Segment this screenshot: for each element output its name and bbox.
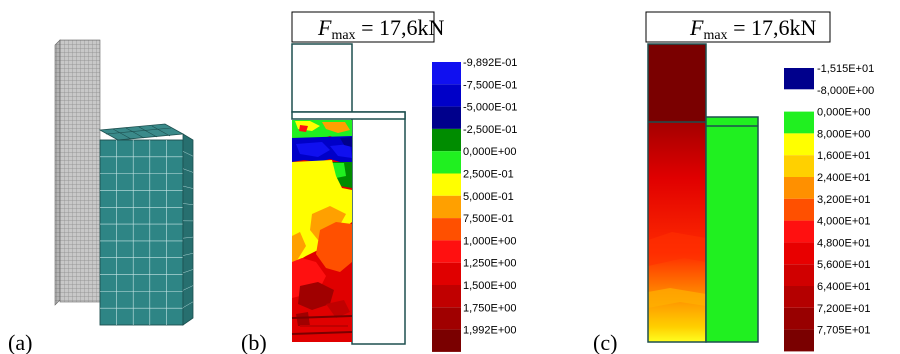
panel-c-force-box xyxy=(645,11,831,43)
panel-b-legend-label: 1,992E+00 xyxy=(463,325,517,337)
panel-b-legend-label: 1,500E+00 xyxy=(463,280,517,292)
panel-c-legend-label: 7,705E+01 xyxy=(817,325,871,337)
panel-c-legend: -1,515E+01 -8,000E+00 0,000E+00 8,000E+00 1,… xyxy=(783,63,874,352)
panel-b-legend-label: 0,000E+00 xyxy=(463,146,517,158)
panel-c-legend-label: 7,200E+01 xyxy=(817,303,871,315)
panel-c-contour-left xyxy=(647,43,707,343)
panel-c-legend-swatch xyxy=(784,264,814,286)
panel-c-force-text: Fmax = 17,6kN xyxy=(689,15,816,43)
panel-b-legend-label: 1,250E+00 xyxy=(463,258,517,270)
panel-b-legend-swatch xyxy=(432,262,461,285)
panel-c-legend-swatch xyxy=(784,68,814,90)
panel-b-legend-swatch xyxy=(432,151,461,174)
panel-b-force-box xyxy=(291,11,435,43)
panel-b-force-text: Fmax = 17,6kN xyxy=(317,15,444,43)
panel-c-legend-swatch xyxy=(784,329,814,352)
panel-c: Fmax = 17,6kN -1,515E+01 -8,000E+00 0,000E… xyxy=(645,11,874,352)
panel-c-legend-swatch xyxy=(784,242,814,265)
panel-c-legend-label: 4,800E+01 xyxy=(817,237,871,249)
panel-c-legend-label: 8,000E+00 xyxy=(817,128,871,140)
panel-b-legend-label: -2,500E-01 xyxy=(463,124,517,136)
panel-a-mesh xyxy=(54,39,194,326)
panel-a-label: (a) xyxy=(8,330,32,354)
panel-b-legend-label: 1,000E+00 xyxy=(463,235,517,247)
panel-b-legend-label: 2,500E-01 xyxy=(463,169,514,181)
panel-b: Fmax = 17,6kN xyxy=(291,11,517,352)
panel-c-legend-label: 1,600E+01 xyxy=(817,150,871,162)
panel-b-label: (b) xyxy=(241,330,267,354)
panel-c-legend-swatch xyxy=(784,155,814,177)
panel-b-legend-swatch xyxy=(432,240,461,263)
panel-b-legend-swatch xyxy=(432,329,461,352)
panel-b-legend-label: 7,500E-01 xyxy=(463,213,514,225)
panel-c-legend-label: 6,400E+01 xyxy=(817,281,871,293)
panel-c-legend-label: -1,515E+01 xyxy=(817,63,874,75)
panel-b-legend-label: 1,750E+00 xyxy=(463,302,517,314)
panel-c-label: (c) xyxy=(593,330,617,354)
panel-b-legend-swatch xyxy=(432,218,461,241)
panel-b-legend-label: -9,892E-01 xyxy=(463,57,517,69)
panel-b-legend-label: -7,500E-01 xyxy=(463,79,517,91)
panel-c-legend-swatch xyxy=(784,133,814,156)
panel-c-contour-right xyxy=(705,116,759,343)
panel-c-legend-label: -8,000E+00 xyxy=(817,85,874,97)
panel-c-legend-label: 4,000E+01 xyxy=(817,216,871,228)
panel-b-legend-swatch xyxy=(432,285,461,308)
panel-c-legend-swatch xyxy=(784,198,814,221)
panel-b-legend-label: -5,000E-01 xyxy=(463,102,517,114)
panel-c-legend-swatch xyxy=(784,286,814,308)
panel-b-legend-swatch xyxy=(432,128,461,152)
panel-c-legend-label: 2,400E+01 xyxy=(817,172,871,184)
panel-b-legend-swatch xyxy=(432,106,461,129)
panel-b-legend-swatch xyxy=(432,195,461,219)
panel-b-legend: -9,892E-01 -7,500E-01 -5,000E-01 -2,500E-01… xyxy=(432,57,517,352)
panel-c-legend-label: 0,000E+00 xyxy=(817,107,871,119)
panel-b-legend-swatch xyxy=(432,62,461,85)
panel-b-contour xyxy=(291,120,353,342)
panel-c-legend-label: 5,600E+01 xyxy=(817,259,871,271)
panel-c-legend-label: 3,200E+01 xyxy=(817,194,871,206)
panel-c-legend-swatch xyxy=(784,307,814,330)
panel-b-legend-label: 5,000E-01 xyxy=(463,191,514,203)
panel-b-legend-swatch xyxy=(432,173,461,196)
panel-c-legend-swatch xyxy=(783,89,815,113)
panel-b-legend-swatch xyxy=(432,84,461,107)
panel-b-legend-swatch xyxy=(432,307,461,330)
panel-c-legend-swatch xyxy=(784,177,814,199)
panel-c-legend-swatch xyxy=(784,220,814,243)
panel-c-legend-swatch xyxy=(784,111,814,134)
